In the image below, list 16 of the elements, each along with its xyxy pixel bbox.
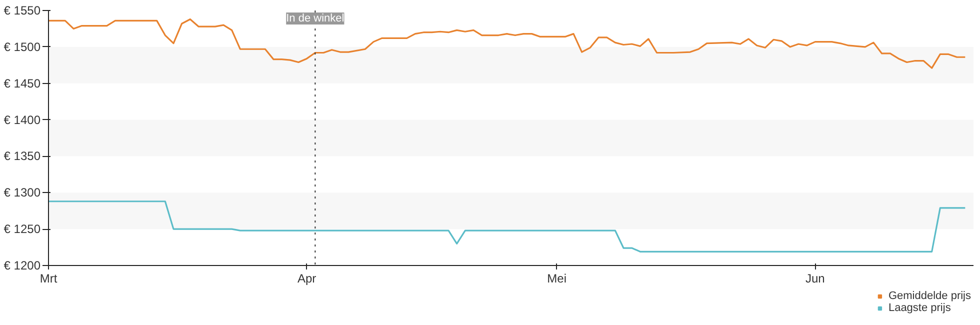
legend-label: Laagste prijs [888, 302, 951, 314]
line-series [48, 200, 966, 252]
y-tick-label: € 1350 [4, 149, 41, 164]
y-tick-label: € 1300 [4, 186, 41, 200]
y-tick-label: € 1550 [4, 4, 41, 18]
x-tick-label: Apr [297, 272, 316, 286]
y-tick-label: € 1500 [4, 40, 41, 54]
x-tick-label: Jun [805, 272, 825, 286]
legend-label: Gemiddelde prijs [888, 290, 971, 302]
x-tick-label: Mei [547, 272, 567, 286]
y-tick-label: € 1450 [4, 76, 41, 90]
y-tick-label: € 1250 [4, 222, 41, 236]
x-tick-label: Mrt [40, 272, 58, 286]
ref-line-label: In de winkel [286, 12, 344, 24]
y-tick-label: € 1400 [4, 112, 41, 127]
y-tick-label: € 1200 [4, 258, 41, 272]
